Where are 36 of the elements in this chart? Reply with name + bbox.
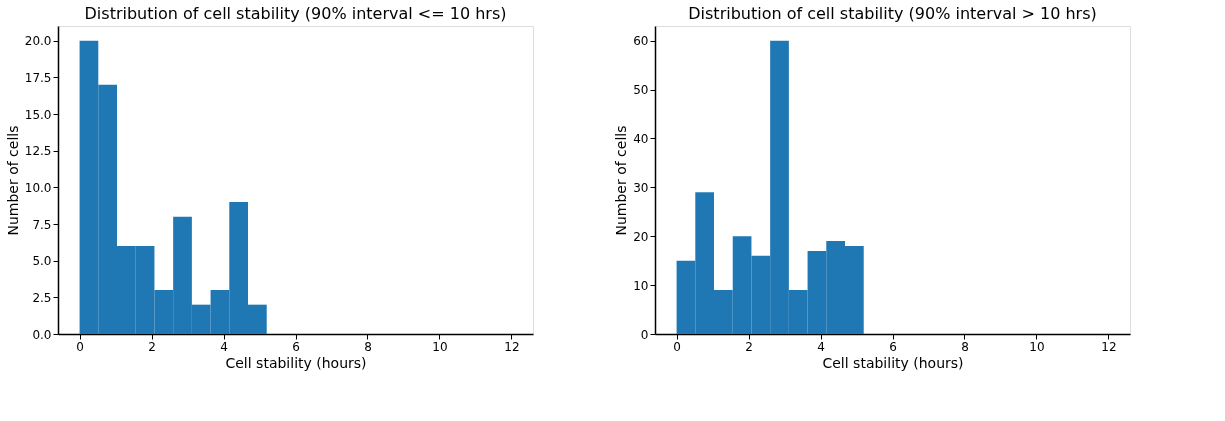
- y-tick-label: 0: [640, 327, 649, 342]
- x-tick-label: 8: [961, 339, 969, 354]
- y-tick-label: 17.5: [24, 70, 52, 85]
- x-tick-label: 6: [889, 339, 897, 354]
- x-tick-label: 10: [1029, 339, 1045, 354]
- y-tick-label: 30: [633, 180, 649, 195]
- y-tick-label: 2.5: [32, 290, 52, 305]
- x-tick-label: 4: [817, 339, 825, 354]
- y-tick-label: 15.0: [24, 107, 52, 122]
- y-tick-label: 7.5: [32, 217, 52, 232]
- x-tick-label: 10: [432, 339, 448, 354]
- x-tick-label: 0: [76, 339, 84, 354]
- x-tick-label: 6: [292, 339, 300, 354]
- x-tick-label: 12: [504, 339, 520, 354]
- y-tick-label: 5.0: [32, 254, 52, 269]
- chart-title: Distribution of cell stability (90% interval > 10 hrs): [688, 4, 1097, 23]
- y-tick-label: 20.0: [24, 34, 52, 49]
- y-axis-title: Number of cells: [613, 125, 630, 236]
- y-axis-title: Number of cells: [4, 125, 21, 236]
- x-axis-title: Cell stability (hours): [822, 354, 964, 371]
- y-tick-label: 40: [633, 131, 649, 146]
- x-tick-label: 2: [745, 339, 753, 354]
- y-tick-label: 12.5: [24, 144, 52, 159]
- y-tick-label: 10: [633, 278, 649, 293]
- x-tick-label: 4: [220, 339, 228, 354]
- y-tick-label: 20: [633, 229, 649, 244]
- x-tick-label: 8: [364, 339, 372, 354]
- y-tick-label: 0.0: [32, 327, 52, 342]
- x-tick-label: 12: [1101, 339, 1117, 354]
- x-tick-label: 2: [148, 339, 156, 354]
- x-axis-title: Cell stability (hours): [225, 354, 367, 371]
- y-tick-label: 60: [633, 34, 649, 49]
- y-tick-label: 50: [633, 83, 649, 98]
- y-tick-label: 10.0: [24, 180, 52, 195]
- x-tick-label: 0: [673, 339, 681, 354]
- chart-title: Distribution of cell stability (90% interval <= 10 hrs): [84, 4, 507, 23]
